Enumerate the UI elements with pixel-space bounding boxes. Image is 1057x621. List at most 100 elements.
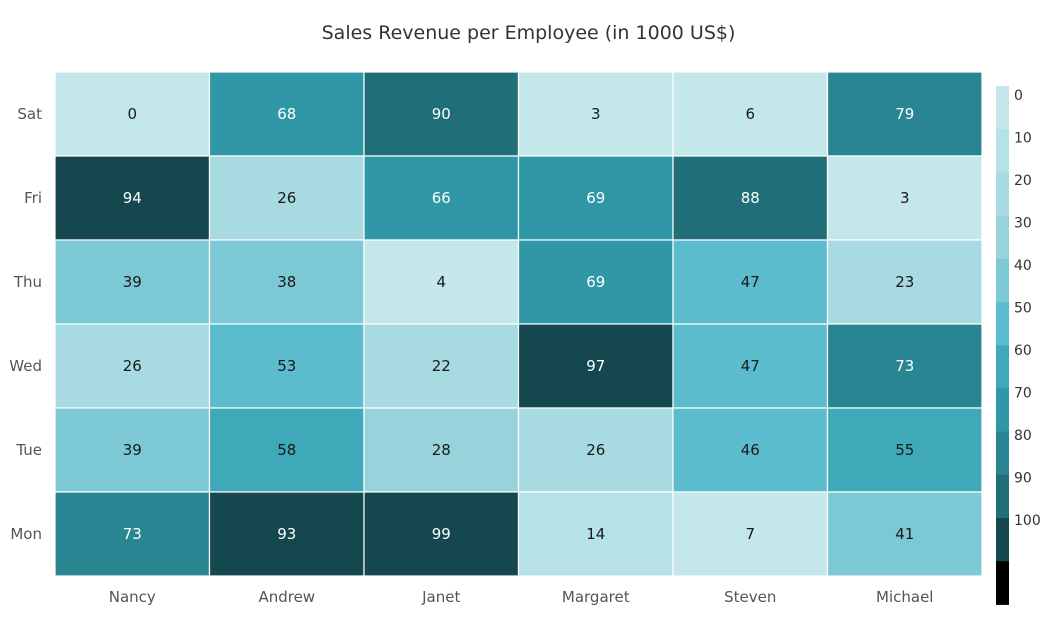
heatmap-cell-tue-andrew[interactable] <box>208 407 365 493</box>
heatmap-cell-fri-nancy[interactable] <box>54 155 211 241</box>
legend-tick-label: 0 <box>1014 88 1023 104</box>
cell-value-label: 66 <box>432 189 451 207</box>
cell-value-label: 99 <box>432 525 451 543</box>
y-tick-label: Mon <box>10 525 42 543</box>
cell-value-label: 58 <box>277 441 296 459</box>
color-legend: 0 10 20 30 40 50 60 70 80 90 100 <box>996 86 1041 605</box>
cell-value-label: 4 <box>436 273 446 291</box>
cell-value-label: 3 <box>591 105 601 123</box>
cell-value-label: 73 <box>123 525 142 543</box>
legend-swatch <box>996 86 1009 130</box>
cell-value-label: 88 <box>741 189 760 207</box>
cell-value-label: 68 <box>277 105 296 123</box>
cell-value-label: 73 <box>895 357 914 375</box>
legend-swatch <box>996 474 1009 519</box>
legend-swatch <box>996 345 1009 389</box>
cell-value-label: 38 <box>277 273 296 291</box>
x-axis: Nancy Andrew Janet Margaret Steven Michael <box>109 588 934 606</box>
cell-value-label: 79 <box>895 105 914 123</box>
legend-tick-label: 60 <box>1014 343 1032 359</box>
cell-value-label: 39 <box>123 441 142 459</box>
cell-value-label: 22 <box>432 357 451 375</box>
heatmap-cell-fri-michael[interactable] <box>826 155 983 241</box>
legend-tick-label: 30 <box>1014 216 1032 232</box>
cell-value-label: 26 <box>586 441 605 459</box>
legend-tick-label: 80 <box>1014 428 1032 444</box>
legend-swatch <box>996 129 1009 173</box>
x-tick-label: Andrew <box>258 588 315 606</box>
heatmap-cells: 0 68 90 3 6 79 94 26 66 69 88 3 39 38 4 69 47 23 26 53 22 97 4… <box>54 71 983 577</box>
y-tick-label: Tue <box>15 441 42 459</box>
heatmap-cell-thu-nancy[interactable] <box>54 239 211 325</box>
legend-tick-label: 70 <box>1014 386 1032 402</box>
heatmap-cell-wed-margaret[interactable] <box>517 323 674 409</box>
heatmap-cell-thu-janet[interactable] <box>363 239 520 325</box>
cell-value-label: 55 <box>895 441 914 459</box>
heatmap-cell-mon-andrew[interactable] <box>208 491 365 577</box>
heatmap-cell-fri-andrew[interactable] <box>208 155 365 241</box>
heatmap-cell-wed-michael[interactable] <box>826 323 983 409</box>
heatmap-cell-thu-michael[interactable] <box>826 239 983 325</box>
y-tick-label: Thu <box>13 273 42 291</box>
x-tick-label: Janet <box>421 588 460 606</box>
cell-value-label: 41 <box>895 525 914 543</box>
legend-tick-label: 50 <box>1014 301 1032 317</box>
heatmap-cell-sat-steven[interactable] <box>672 71 829 157</box>
cell-value-label: 0 <box>127 105 137 123</box>
legend-swatch <box>996 388 1009 433</box>
y-axis: Sat Fri Thu Wed Tue Mon <box>9 105 42 543</box>
cell-value-label: 23 <box>895 273 914 291</box>
y-tick-label: Wed <box>9 357 42 375</box>
heatmap-cell-tue-nancy[interactable] <box>54 407 211 493</box>
heatmap-cell-mon-steven[interactable] <box>672 491 829 577</box>
legend-swatch <box>996 431 1009 476</box>
x-tick-label: Michael <box>876 588 933 606</box>
cell-value-label: 90 <box>432 105 451 123</box>
heatmap-cell-tue-margaret[interactable] <box>517 407 674 493</box>
heatmap-cell-mon-janet[interactable] <box>363 491 520 577</box>
x-tick-label: Margaret <box>562 588 630 606</box>
heatmap-cell-tue-janet[interactable] <box>363 407 520 493</box>
y-tick-label: Fri <box>24 189 42 207</box>
cell-value-label: 26 <box>277 189 296 207</box>
cell-value-label: 47 <box>741 273 760 291</box>
heatmap-cell-mon-nancy[interactable] <box>54 491 211 577</box>
x-tick-label: Nancy <box>109 588 156 606</box>
cell-value-label: 14 <box>586 525 605 543</box>
cell-value-label: 7 <box>745 525 755 543</box>
heatmap-cell-thu-andrew[interactable] <box>208 239 365 325</box>
cell-value-label: 39 <box>123 273 142 291</box>
heatmap-cell-fri-janet[interactable] <box>363 155 520 241</box>
legend-swatch <box>996 172 1009 217</box>
cell-value-label: 46 <box>741 441 760 459</box>
heatmap-cell-tue-steven[interactable] <box>672 407 829 493</box>
y-tick-label: Sat <box>17 105 42 123</box>
cell-value-label: 69 <box>586 189 605 207</box>
legend-tick-label: 10 <box>1014 131 1032 147</box>
cell-value-label: 26 <box>123 357 142 375</box>
legend-tick-label: 40 <box>1014 258 1032 274</box>
heatmap-cell-mon-margaret[interactable] <box>517 491 674 577</box>
heatmap-cell-fri-steven[interactable] <box>672 155 829 241</box>
cell-value-label: 97 <box>586 357 605 375</box>
legend-swatch <box>996 258 1009 303</box>
cell-value-label: 93 <box>277 525 296 543</box>
cell-value-label: 47 <box>741 357 760 375</box>
legend-swatch <box>996 302 1009 346</box>
cell-value-label: 69 <box>586 273 605 291</box>
legend-swatch <box>996 561 1009 605</box>
cell-value-label: 6 <box>745 105 755 123</box>
cell-value-label: 94 <box>123 189 142 207</box>
heatmap-cell-mon-michael[interactable] <box>826 491 983 577</box>
legend-tick-label: 20 <box>1014 173 1032 189</box>
cell-value-label: 53 <box>277 357 296 375</box>
legend-swatch <box>996 518 1009 562</box>
chart-title: Sales Revenue per Employee (in 1000 US$) <box>321 22 736 44</box>
legend-swatch <box>996 215 1009 260</box>
legend-tick-label: 100 <box>1014 513 1041 529</box>
cell-value-label: 28 <box>432 441 451 459</box>
heatmap-cell-sat-michael[interactable] <box>826 71 983 157</box>
cell-value-label: 3 <box>900 189 910 207</box>
heatmap-cell-wed-nancy[interactable] <box>54 323 211 409</box>
